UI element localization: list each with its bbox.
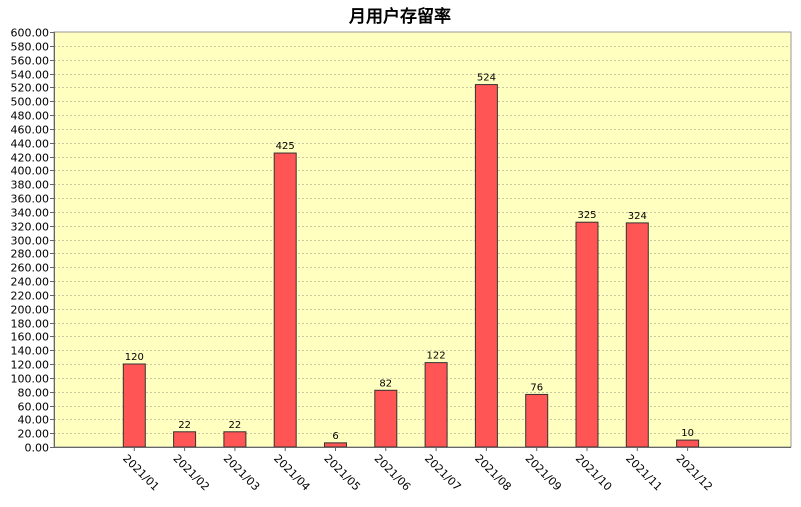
data-label: 425 xyxy=(276,141,295,152)
y-tick-label: 20.00 xyxy=(18,428,50,441)
bar xyxy=(122,363,146,448)
bar xyxy=(273,152,297,448)
y-tick-label: 560.00 xyxy=(11,55,50,68)
y-axis-ticks: 0.0020.0040.0060.0080.00100.00120.00140.… xyxy=(11,27,54,455)
y-tick-label: 360.00 xyxy=(11,193,50,206)
data-label: 325 xyxy=(577,210,596,221)
y-tick-label: 460.00 xyxy=(11,124,50,137)
y-tick-label: 60.00 xyxy=(18,401,50,414)
bar xyxy=(525,393,549,448)
data-labels: 120 22 22 425 6 82 122 524 76 325 324 10 xyxy=(125,73,694,442)
y-tick-label: 400.00 xyxy=(11,165,50,178)
y-tick-label: 480.00 xyxy=(11,110,50,123)
y-tick-label: 300.00 xyxy=(11,235,50,248)
y-tick-label: 200.00 xyxy=(11,304,50,317)
bar xyxy=(676,439,700,448)
grid-lines xyxy=(54,46,791,434)
y-tick-label: 220.00 xyxy=(11,290,50,303)
y-tick-label: 180.00 xyxy=(11,318,50,331)
bar xyxy=(474,84,498,448)
bar-series xyxy=(122,84,700,448)
data-label: 22 xyxy=(229,420,242,431)
y-tick-label: 340.00 xyxy=(11,207,50,220)
y-tick-label: 520.00 xyxy=(11,82,50,95)
y-tick-label: 440.00 xyxy=(11,138,50,151)
data-label: 76 xyxy=(530,382,543,393)
data-label: 22 xyxy=(178,420,191,431)
y-tick-label: 600.00 xyxy=(11,27,50,40)
bar xyxy=(324,442,347,448)
bar xyxy=(374,389,398,448)
y-tick-label: 420.00 xyxy=(11,152,50,165)
chart-title: 月用户存留率 xyxy=(348,6,451,27)
y-tick-label: 260.00 xyxy=(11,262,50,275)
plot-area xyxy=(53,31,792,448)
y-tick-label: 380.00 xyxy=(11,179,50,192)
data-label: 122 xyxy=(427,351,446,362)
y-tick-label: 540.00 xyxy=(11,69,50,82)
y-tick-label: 240.00 xyxy=(11,276,50,289)
y-tick-label: 120.00 xyxy=(11,359,50,372)
bar xyxy=(424,362,448,448)
y-tick-label: 160.00 xyxy=(11,331,50,344)
y-tick-label: 320.00 xyxy=(11,221,50,234)
bar xyxy=(575,221,599,448)
y-tick-label: 100.00 xyxy=(11,373,50,386)
data-label: 6 xyxy=(332,431,338,442)
y-tick-label: 40.00 xyxy=(18,414,50,427)
data-label: 10 xyxy=(681,428,694,439)
data-label: 120 xyxy=(125,352,144,363)
data-label: 324 xyxy=(628,211,647,222)
y-tick-label: 80.00 xyxy=(18,387,50,400)
data-label: 524 xyxy=(477,73,496,84)
y-tick-label: 140.00 xyxy=(11,345,50,358)
bar xyxy=(625,222,649,448)
y-tick-label: 500.00 xyxy=(11,96,50,109)
data-label: 82 xyxy=(379,378,392,389)
bar xyxy=(173,431,197,448)
bar xyxy=(223,431,247,448)
y-tick-label: 280.00 xyxy=(11,248,50,261)
y-tick-label: 580.00 xyxy=(11,41,50,54)
y-tick-label: 0.00 xyxy=(25,442,50,455)
